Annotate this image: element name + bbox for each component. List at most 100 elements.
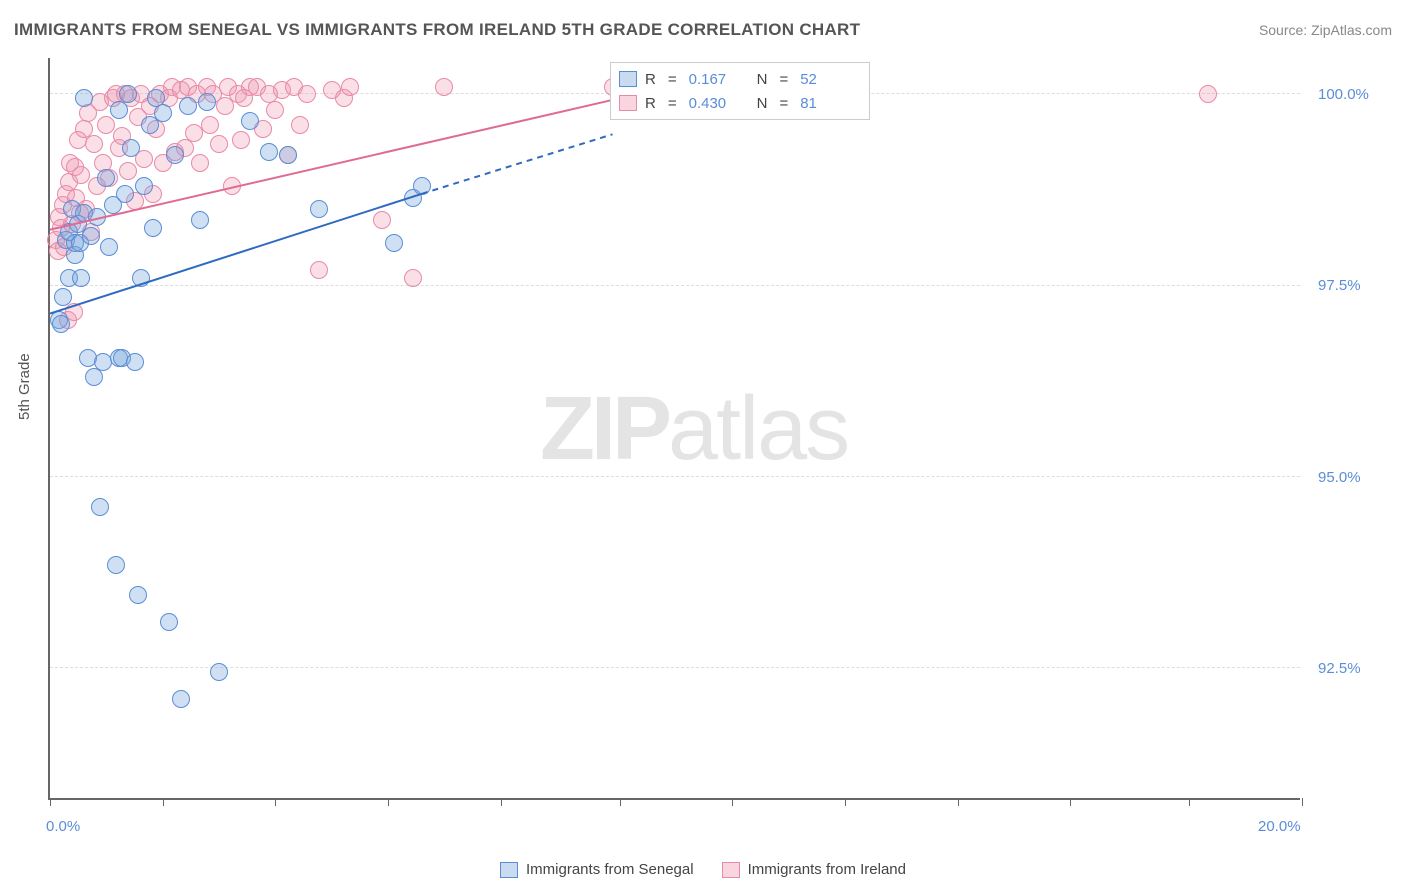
y-tick-label: 95.0% xyxy=(1318,469,1361,486)
scatter-point-senegal xyxy=(119,85,137,103)
chart-title: IMMIGRANTS FROM SENEGAL VS IMMIGRANTS FR… xyxy=(14,20,860,40)
scatter-point-senegal xyxy=(260,143,278,161)
scatter-point-senegal xyxy=(52,315,70,333)
scatter-point-senegal xyxy=(385,234,403,252)
scatter-point-senegal xyxy=(160,613,178,631)
scatter-point-senegal xyxy=(110,101,128,119)
scatter-point-senegal xyxy=(241,112,259,130)
legend-row: R=0.430N=81 xyxy=(619,91,861,115)
scatter-point-senegal xyxy=(135,177,153,195)
scatter-point-senegal xyxy=(191,211,209,229)
legend-r-symbol: R xyxy=(645,95,656,112)
legend-swatch-pink xyxy=(619,95,637,111)
legend-row: R = 0.167 N = 52 xyxy=(619,67,861,91)
x-tick xyxy=(1189,798,1190,806)
plot-area: ZIPatlas R=0.167N=52R=0.430N=81 xyxy=(48,58,1300,800)
y-axis-label: 5th Grade xyxy=(16,353,33,420)
watermark-atlas: atlas xyxy=(668,379,848,479)
scatter-point-ireland xyxy=(191,154,209,172)
scatter-point-ireland xyxy=(298,85,316,103)
scatter-point-ireland xyxy=(373,211,391,229)
legend-swatch-pink xyxy=(722,862,740,878)
x-tick xyxy=(388,798,389,806)
legend-label-senegal: Immigrants from Senegal xyxy=(526,861,694,878)
scatter-point-senegal xyxy=(116,185,134,203)
scatter-point-senegal xyxy=(100,238,118,256)
scatter-point-senegal xyxy=(210,663,228,681)
scatter-point-ireland xyxy=(341,78,359,96)
equals-icon: = xyxy=(664,71,681,88)
scatter-point-senegal xyxy=(54,288,72,306)
scatter-point-senegal xyxy=(172,690,190,708)
scatter-point-senegal xyxy=(75,89,93,107)
scatter-point-senegal xyxy=(413,177,431,195)
legend-item-ireland: Immigrants from Ireland xyxy=(722,861,906,878)
x-tick xyxy=(50,798,51,806)
scatter-point-senegal xyxy=(166,146,184,164)
x-tick xyxy=(845,798,846,806)
gridline-h xyxy=(50,667,1300,668)
title-bar: IMMIGRANTS FROM SENEGAL VS IMMIGRANTS FR… xyxy=(14,20,1392,40)
trend-lines xyxy=(50,58,1300,798)
equals-icon: = xyxy=(775,95,792,112)
scatter-point-ireland xyxy=(201,116,219,134)
scatter-point-senegal xyxy=(144,219,162,237)
scatter-point-senegal xyxy=(310,200,328,218)
x-tick xyxy=(620,798,621,806)
gridline-h xyxy=(50,476,1300,477)
scatter-point-ireland xyxy=(119,162,137,180)
legend-bottom: Immigrants from Senegal Immigrants from … xyxy=(0,861,1406,878)
scatter-point-ireland xyxy=(97,116,115,134)
x-tick xyxy=(1302,798,1303,806)
legend-swatch-blue xyxy=(500,862,518,878)
x-tick-label: 0.0% xyxy=(46,818,80,835)
x-tick-label: 20.0% xyxy=(1258,818,1301,835)
scatter-point-senegal xyxy=(179,97,197,115)
equals-icon: = xyxy=(775,71,792,88)
y-tick-label: 97.5% xyxy=(1318,277,1361,294)
x-tick xyxy=(275,798,276,806)
y-tick-label: 100.0% xyxy=(1318,86,1369,103)
scatter-point-senegal xyxy=(279,146,297,164)
legend-correlation: R=0.167N=52R=0.430N=81 xyxy=(610,62,870,120)
legend-n-symbol: N xyxy=(757,71,768,88)
gridline-h xyxy=(50,285,1300,286)
scatter-point-ireland xyxy=(291,116,309,134)
scatter-point-senegal xyxy=(82,227,100,245)
scatter-point-senegal xyxy=(72,269,90,287)
legend-n-value: 52 xyxy=(800,71,817,88)
scatter-point-senegal xyxy=(126,353,144,371)
x-tick xyxy=(163,798,164,806)
legend-r-value: 0.167 xyxy=(689,71,739,88)
legend-r-symbol: R xyxy=(645,71,656,88)
scatter-point-senegal xyxy=(122,139,140,157)
scatter-point-senegal xyxy=(198,93,216,111)
x-tick xyxy=(1070,798,1071,806)
scatter-point-ireland xyxy=(435,78,453,96)
scatter-point-ireland xyxy=(1199,85,1217,103)
x-tick xyxy=(501,798,502,806)
legend-n-symbol: N xyxy=(757,95,768,112)
x-tick xyxy=(732,798,733,806)
y-tick-label: 92.5% xyxy=(1318,660,1361,677)
x-tick xyxy=(958,798,959,806)
scatter-point-senegal xyxy=(85,368,103,386)
scatter-point-ireland xyxy=(266,101,284,119)
source-label: Source: ZipAtlas.com xyxy=(1259,22,1392,38)
legend-r-value: 0.430 xyxy=(689,95,739,112)
scatter-point-senegal xyxy=(154,104,172,122)
scatter-point-senegal xyxy=(97,169,115,187)
scatter-point-ireland xyxy=(210,135,228,153)
scatter-point-ireland xyxy=(85,135,103,153)
scatter-point-senegal xyxy=(91,498,109,516)
legend-label-ireland: Immigrants from Ireland xyxy=(748,861,906,878)
scatter-point-ireland xyxy=(72,166,90,184)
scatter-point-ireland xyxy=(404,269,422,287)
equals-icon: = xyxy=(664,95,681,112)
legend-swatch-blue xyxy=(619,71,637,87)
scatter-point-senegal xyxy=(107,556,125,574)
watermark-zip: ZIP xyxy=(540,379,668,479)
scatter-point-ireland xyxy=(232,131,250,149)
legend-item-senegal: Immigrants from Senegal xyxy=(500,861,694,878)
scatter-point-ireland xyxy=(223,177,241,195)
